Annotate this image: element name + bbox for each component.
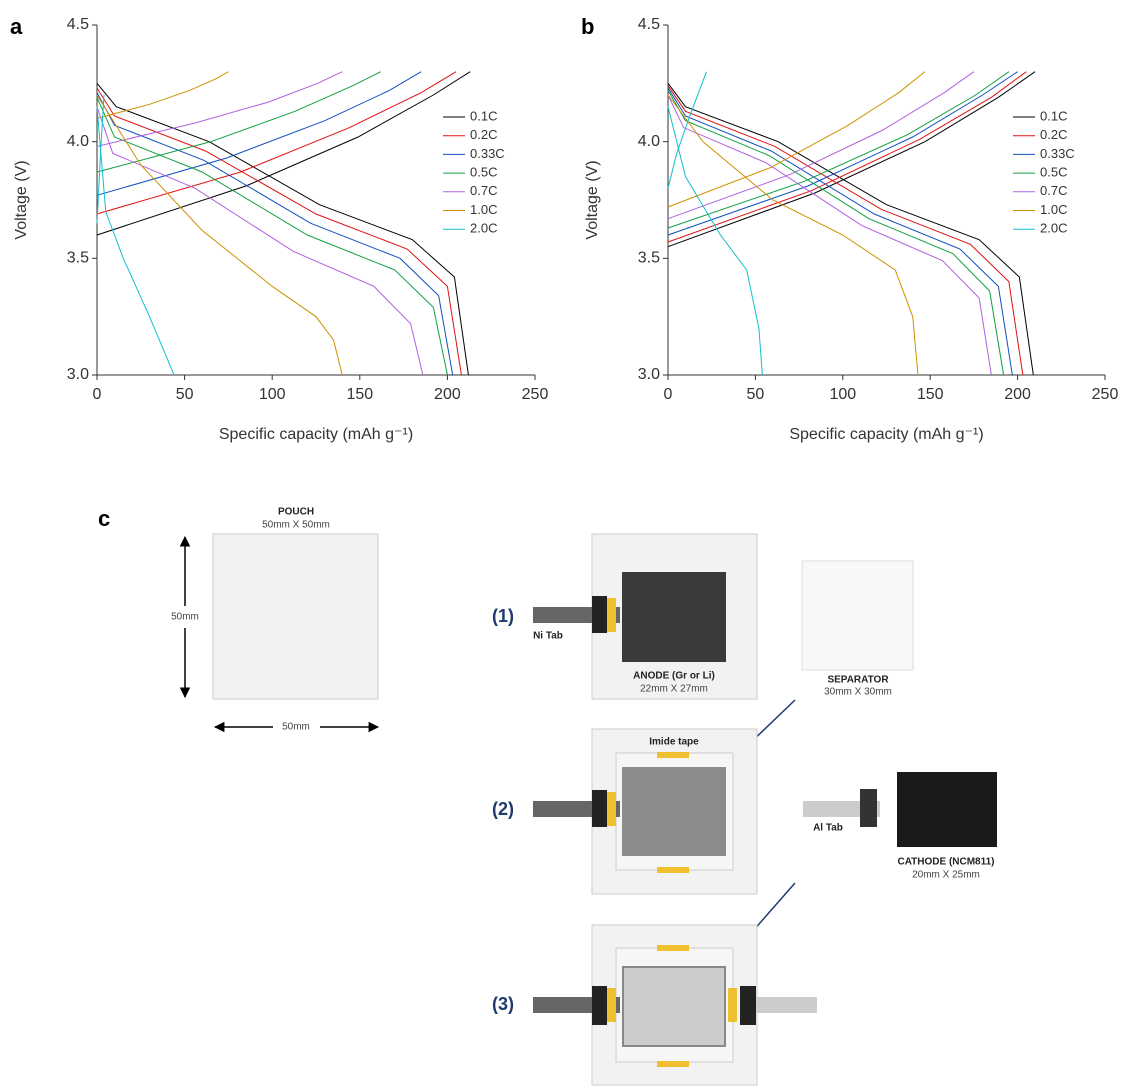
legend-label: 2.0C — [470, 221, 497, 236]
series-line — [667, 71, 992, 376]
tape — [607, 988, 616, 1022]
y-tick-label: 4.0 — [638, 133, 660, 150]
separator-label: SEPARATOR — [827, 675, 889, 686]
x-tick-label: 150 — [917, 386, 944, 403]
legend-label: 0.33C — [1040, 146, 1075, 161]
al-tab — [756, 997, 817, 1013]
y-axis-label: Voltage (V) — [13, 160, 30, 239]
anode-label: ANODE (Gr or Li) — [633, 671, 715, 682]
series-line — [96, 94, 175, 376]
cathode — [897, 772, 997, 847]
y-tick-label: 3.5 — [67, 250, 89, 267]
series-line — [667, 71, 1010, 376]
x-axis-label: Specific capacity (mAh g⁻¹) — [789, 426, 983, 443]
series-line — [667, 71, 763, 376]
y-axis-label: Voltage (V) — [584, 160, 601, 239]
series-line — [667, 71, 1027, 376]
x-tick-label: 100 — [829, 386, 856, 403]
legend-label: 0.1C — [1040, 108, 1067, 123]
pouch-height: 50mm — [171, 612, 199, 623]
series-line — [96, 71, 424, 376]
imide-tape-label: Imide tape — [649, 737, 699, 748]
tape — [607, 792, 616, 826]
cathode-size: 20mm X 25mm — [912, 870, 980, 881]
step-label: (2) — [492, 799, 514, 819]
separator-size: 30mm X 30mm — [824, 687, 892, 698]
series-line — [96, 71, 454, 376]
cathode-label: CATHODE (NCM811) — [897, 857, 994, 868]
series-line — [667, 71, 926, 376]
y-tick-label: 3.0 — [67, 366, 89, 383]
tab-sealant — [592, 596, 607, 633]
anode — [622, 572, 726, 662]
x-tick-label: 50 — [176, 386, 194, 403]
y-tick-label: 3.5 — [638, 250, 660, 267]
legend-label: 1.0C — [470, 202, 497, 217]
pouch-title: POUCH — [278, 507, 314, 518]
y-tick-label: 4.5 — [67, 16, 89, 33]
cell-stack — [622, 966, 726, 1047]
legend-label: 0.7C — [470, 183, 497, 198]
separator — [801, 560, 914, 671]
series-line — [96, 71, 471, 376]
series-line — [667, 71, 1036, 376]
tab-sealant — [740, 986, 756, 1025]
tab-sealant — [592, 790, 607, 827]
y-tick-label: 4.0 — [67, 133, 89, 150]
y-tick-label: 3.0 — [638, 366, 660, 383]
tape — [657, 752, 689, 758]
legend-label: 0.5C — [470, 165, 497, 180]
legend-label: 0.2C — [1040, 127, 1067, 142]
tape — [657, 1061, 689, 1067]
legend-label: 2.0C — [1040, 221, 1067, 236]
series-line — [96, 71, 343, 376]
legend-label: 0.2C — [470, 127, 497, 142]
pouch — [212, 533, 379, 700]
series-line — [96, 71, 448, 376]
legend-label: 0.5C — [1040, 165, 1067, 180]
diagram: c POUCH 50mm X 50mm 50mm 50mm (1) Ni Tab… — [98, 506, 997, 1086]
panel-label: c — [98, 506, 110, 531]
x-tick-label: 200 — [434, 386, 461, 403]
series-line — [667, 71, 1018, 376]
x-tick-label: 150 — [346, 386, 373, 403]
legend-label: 1.0C — [1040, 202, 1067, 217]
x-tick-label: 200 — [1004, 386, 1031, 403]
series-line — [96, 71, 462, 376]
x-tick-label: 0 — [93, 386, 102, 403]
al-tab-label: Al Tab — [813, 823, 843, 834]
x-tick-label: 250 — [1092, 386, 1119, 403]
step-label: (1) — [492, 606, 514, 626]
anode-size: 22mm X 27mm — [640, 684, 708, 695]
legend-label: 0.1C — [470, 108, 497, 123]
legend-label: 0.33C — [470, 146, 505, 161]
legend-label: 0.7C — [1040, 183, 1067, 198]
pouch-width: 50mm — [282, 722, 310, 733]
x-axis-label: Specific capacity (mAh g⁻¹) — [219, 426, 413, 443]
x-tick-label: 100 — [259, 386, 286, 403]
x-tick-label: 0 — [664, 386, 673, 403]
tape — [607, 598, 616, 632]
tab-sealant — [860, 789, 877, 827]
y-tick-label: 4.5 — [638, 16, 660, 33]
x-tick-label: 250 — [522, 386, 549, 403]
tape — [657, 867, 689, 873]
panel-label: a — [10, 14, 23, 39]
tape — [657, 945, 689, 951]
panel-label: b — [581, 14, 594, 39]
pouch-size: 50mm X 50mm — [262, 520, 330, 531]
ni-tab-label: Ni Tab — [533, 631, 563, 642]
anode — [622, 767, 726, 856]
tape — [728, 988, 737, 1022]
step-label: (3) — [492, 994, 514, 1014]
x-tick-label: 50 — [747, 386, 765, 403]
tab-sealant — [592, 986, 607, 1025]
